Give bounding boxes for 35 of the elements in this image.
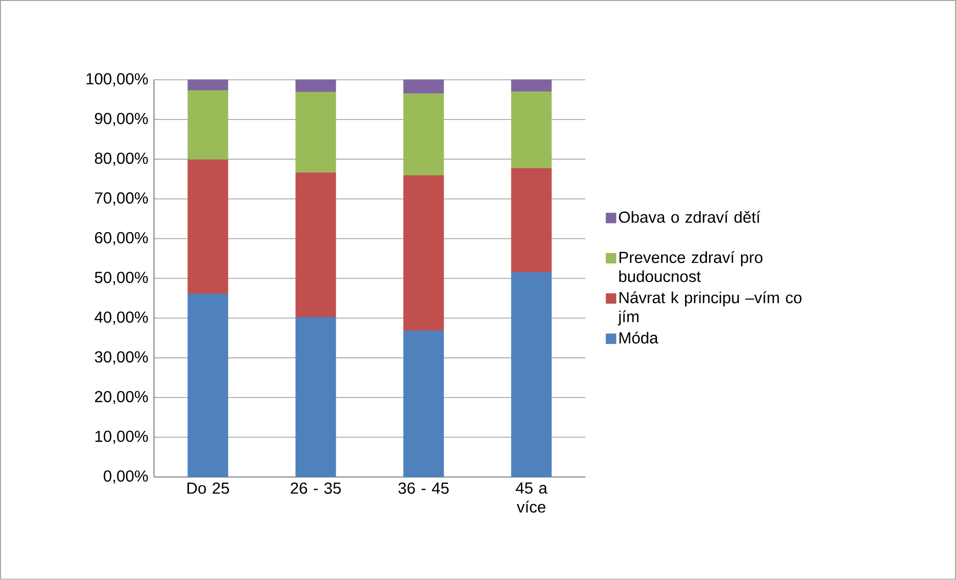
x-tick-label: 45 a více bbox=[516, 482, 548, 513]
bar bbox=[511, 92, 552, 169]
y-tick-label: 60,00% bbox=[95, 232, 148, 246]
bar bbox=[295, 317, 336, 478]
legend-label: Obava o zdraví dětí bbox=[618, 211, 760, 223]
y-tick-label: 80,00% bbox=[94, 152, 148, 166]
y-tick-label: 70,00% bbox=[95, 192, 148, 206]
bar bbox=[188, 90, 228, 160]
y-tick-label: 0,00% bbox=[104, 470, 148, 484]
bar bbox=[403, 94, 444, 176]
bar bbox=[511, 272, 552, 478]
y-tick-label: 100,00% bbox=[86, 73, 148, 86]
legend-label: Prevence zdraví pro budoucnost bbox=[619, 251, 762, 282]
bar bbox=[403, 330, 444, 478]
bar bbox=[188, 294, 228, 478]
y-tick-label: 50,00% bbox=[94, 272, 148, 286]
legend-label: Móda bbox=[620, 332, 658, 344]
y-tick-label: 90,00% bbox=[94, 112, 148, 126]
bar bbox=[188, 159, 228, 294]
legend-label: Návrat k principu –vím co jím bbox=[618, 291, 802, 326]
y-tick-label: 40,00% bbox=[94, 312, 148, 325]
bar bbox=[295, 92, 336, 173]
y-tick-label: 10,00% bbox=[95, 430, 148, 444]
y-tick-label: 30,00% bbox=[94, 351, 148, 365]
bar bbox=[511, 168, 552, 273]
bar bbox=[188, 80, 228, 91]
y-tick-label: 20,00% bbox=[95, 391, 148, 404]
bar bbox=[295, 172, 336, 318]
bar bbox=[511, 80, 552, 92]
bar bbox=[403, 80, 444, 94]
x-tick-label: Do 25 bbox=[187, 482, 229, 494]
bar bbox=[295, 80, 336, 92]
x-tick-label: 26 - 35 bbox=[290, 482, 341, 494]
bar bbox=[403, 175, 444, 332]
x-tick-label: 36 - 45 bbox=[398, 482, 449, 494]
